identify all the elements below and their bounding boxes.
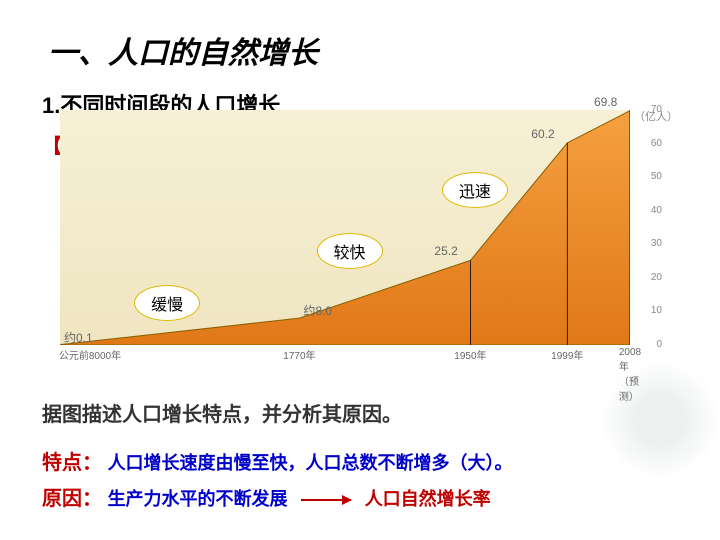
y-tick: 30 (651, 238, 662, 249)
x-tick: 1770年 (283, 347, 315, 362)
phase-badge: 缓慢 (134, 285, 200, 321)
y-tick: 0 (656, 339, 662, 350)
data-point-label: 60.2 (531, 127, 554, 141)
arrow-icon (301, 499, 351, 501)
y-tick: 70 (651, 104, 662, 115)
feature-label: 特点： (42, 452, 102, 474)
x-tick: 2008年（预测） (619, 347, 641, 403)
x-tick: 公元前8000年 (59, 347, 121, 362)
main-title: 一、人口的自然增长 (0, 0, 720, 72)
x-tick: 1950年 (454, 347, 486, 362)
y-tick: 10 (651, 305, 662, 316)
y-tick: 40 (651, 205, 662, 216)
data-point-label: 约0.1 (64, 329, 93, 346)
question-text: 据图描述人口增长特点，并分析其原因。 (42, 398, 402, 427)
data-point-label: 25.2 (434, 244, 457, 258)
phase-badge: 较快 (317, 233, 383, 269)
data-point-label: 69.8 (594, 95, 617, 109)
feature-line: 特点： 人口增长速度由慢至快，人口总数不断增多（大）。 (42, 446, 513, 475)
phase-badge: 迅速 (442, 172, 508, 208)
x-tick: 1999年 (551, 347, 583, 362)
reason-text-1: 生产力水平的不断发展 (108, 489, 288, 509)
y-tick: 50 (651, 171, 662, 182)
feature-text: 人口增长速度由慢至快，人口总数不断增多（大）。 (108, 453, 513, 473)
y-tick: 60 (651, 138, 662, 149)
y-tick: 20 (651, 272, 662, 283)
x-axis: 公元前8000年1770年1950年1999年2008年（预测） (60, 347, 630, 367)
reason-text-2: 人口自然增长率 (365, 489, 491, 509)
reason-line: 原因： 生产力水平的不断发展 人口自然增长率 (42, 482, 491, 511)
population-chart: （亿人） 010203040506070 公元前8000年1770年1950年1… (60, 110, 670, 375)
data-point-label: 约8.0 (303, 302, 332, 319)
reason-label: 原因： (42, 488, 102, 510)
y-axis: （亿人） 010203040506070 (630, 110, 670, 345)
